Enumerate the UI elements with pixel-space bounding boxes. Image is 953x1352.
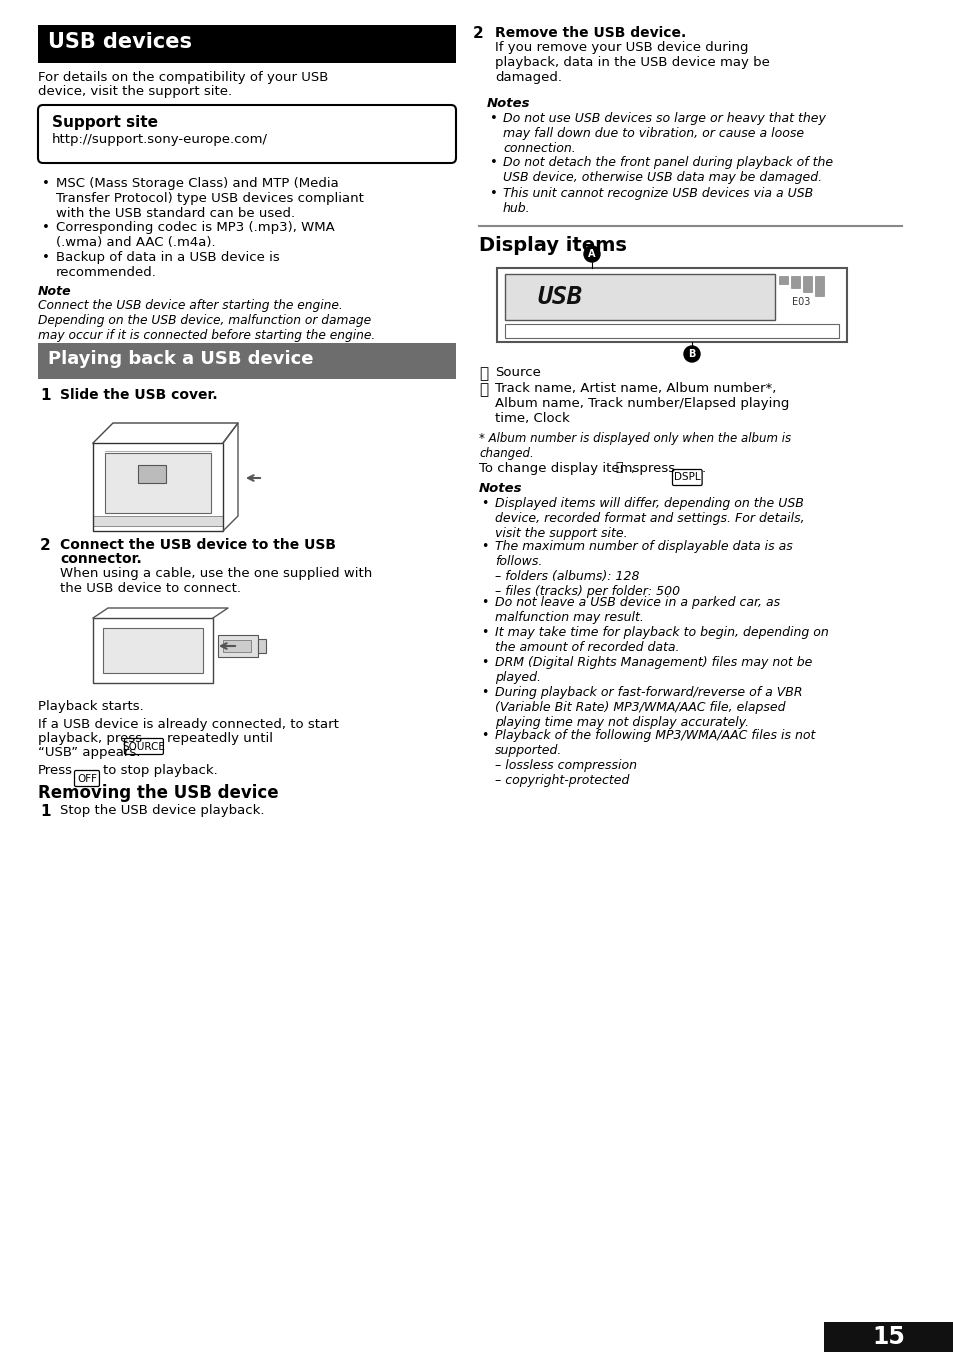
Bar bbox=[38, 343, 456, 379]
Bar bbox=[504, 274, 774, 320]
Bar bbox=[257, 639, 266, 653]
Circle shape bbox=[683, 346, 700, 362]
Bar bbox=[779, 276, 787, 284]
Text: Connect the USB device after starting the engine.
Depending on the USB device, m: Connect the USB device after starting th… bbox=[38, 299, 375, 342]
Bar bbox=[504, 324, 838, 338]
Text: Corresponding codec is MP3 (.mp3), WMA
(.wma) and AAC (.m4a).: Corresponding codec is MP3 (.mp3), WMA (… bbox=[56, 220, 335, 249]
Text: Slide the USB cover.: Slide the USB cover. bbox=[60, 388, 217, 402]
Bar bbox=[218, 635, 257, 657]
Bar bbox=[223, 639, 251, 652]
Bar bbox=[497, 268, 846, 342]
Text: •: • bbox=[480, 656, 488, 669]
Text: A: A bbox=[588, 249, 595, 260]
Text: Notes: Notes bbox=[478, 483, 522, 495]
Text: .: . bbox=[700, 462, 705, 475]
Text: Do not leave a USB device in a parked car, as
malfunction may result.: Do not leave a USB device in a parked ca… bbox=[495, 596, 780, 625]
FancyBboxPatch shape bbox=[125, 738, 163, 754]
FancyBboxPatch shape bbox=[38, 105, 456, 164]
Text: Press: Press bbox=[38, 764, 73, 777]
Text: During playback or fast-forward/reverse of a VBR
(Variable Bit Rate) MP3/WMA/AAC: During playback or fast-forward/reverse … bbox=[495, 685, 801, 729]
Text: Note: Note bbox=[38, 285, 71, 297]
FancyBboxPatch shape bbox=[74, 771, 99, 787]
Text: Ⓐ: Ⓐ bbox=[478, 366, 488, 381]
Text: Ⓑ: Ⓑ bbox=[478, 383, 488, 397]
Text: If you remove your USB device during
playback, data in the USB device may be
dam: If you remove your USB device during pla… bbox=[495, 41, 769, 84]
Text: Playback starts.: Playback starts. bbox=[38, 700, 144, 713]
Text: Notes: Notes bbox=[486, 97, 530, 110]
Text: USB devices: USB devices bbox=[48, 32, 192, 51]
Text: Support site: Support site bbox=[52, 115, 158, 130]
Text: OFF: OFF bbox=[77, 773, 97, 784]
Text: DSPL: DSPL bbox=[673, 472, 700, 483]
Bar bbox=[790, 276, 800, 288]
Text: Playing back a USB device: Playing back a USB device bbox=[48, 350, 314, 368]
Text: 15: 15 bbox=[872, 1325, 904, 1349]
Text: repeatedly until: repeatedly until bbox=[167, 731, 273, 745]
Text: •: • bbox=[489, 155, 497, 169]
Text: , press: , press bbox=[630, 462, 675, 475]
Text: 1: 1 bbox=[40, 388, 51, 403]
Text: •: • bbox=[42, 251, 50, 264]
Bar bbox=[105, 453, 211, 512]
Text: Remove the USB device.: Remove the USB device. bbox=[495, 26, 685, 41]
Text: •: • bbox=[480, 685, 488, 699]
Text: * Album number is displayed only when the album is
changed.: * Album number is displayed only when th… bbox=[478, 433, 790, 460]
Text: 2: 2 bbox=[473, 26, 483, 41]
Text: Source: Source bbox=[495, 366, 540, 379]
Text: When using a cable, use the one supplied with
the USB device to connect.: When using a cable, use the one supplied… bbox=[60, 566, 372, 595]
Text: device, visit the support site.: device, visit the support site. bbox=[38, 85, 232, 97]
Text: •: • bbox=[480, 626, 488, 639]
Text: Removing the USB device: Removing the USB device bbox=[38, 784, 278, 802]
Text: “USB” appears.: “USB” appears. bbox=[38, 746, 140, 758]
Text: •: • bbox=[480, 498, 488, 510]
Bar bbox=[802, 276, 811, 292]
Bar bbox=[92, 516, 223, 526]
FancyBboxPatch shape bbox=[672, 469, 701, 485]
Text: Stop the USB device playback.: Stop the USB device playback. bbox=[60, 804, 264, 817]
Text: Playback of the following MP3/WMA/AAC files is not
supported.
– lossless compres: Playback of the following MP3/WMA/AAC fi… bbox=[495, 729, 815, 787]
Text: •: • bbox=[480, 729, 488, 742]
Text: It may take time for playback to begin, depending on
the amount of recorded data: It may take time for playback to begin, … bbox=[495, 626, 828, 654]
Text: Display items: Display items bbox=[478, 237, 626, 256]
Text: SOURCE: SOURCE bbox=[122, 741, 165, 752]
Text: connector.: connector. bbox=[60, 552, 142, 566]
Text: DRM (Digital Rights Management) files may not be
played.: DRM (Digital Rights Management) files ma… bbox=[495, 656, 812, 684]
Bar bbox=[103, 627, 203, 673]
Text: http://support.sony-europe.com/: http://support.sony-europe.com/ bbox=[52, 132, 268, 146]
Text: •: • bbox=[42, 220, 50, 234]
Text: to stop playback.: to stop playback. bbox=[103, 764, 217, 777]
Bar bbox=[138, 465, 166, 483]
Text: Ⓑ: Ⓑ bbox=[615, 461, 622, 475]
Text: If a USB device is already connected, to start: If a USB device is already connected, to… bbox=[38, 718, 338, 731]
Bar bbox=[92, 618, 213, 683]
Text: The maximum number of displayable data is as
follows.
– folders (albums): 128
– : The maximum number of displayable data i… bbox=[495, 539, 792, 598]
Text: To change display items: To change display items bbox=[478, 462, 639, 475]
Text: B: B bbox=[688, 349, 695, 360]
Text: Backup of data in a USB device is
recommended.: Backup of data in a USB device is recomm… bbox=[56, 251, 279, 279]
Text: 1: 1 bbox=[40, 804, 51, 819]
Bar bbox=[823, 1322, 953, 1352]
Text: Displayed items will differ, depending on the USB
device, recorded format and se: Displayed items will differ, depending o… bbox=[495, 498, 803, 539]
Text: MSC (Mass Storage Class) and MTP (Media
Transfer Protocol) type USB devices comp: MSC (Mass Storage Class) and MTP (Media … bbox=[56, 177, 363, 220]
Bar bbox=[814, 276, 823, 296]
Text: Connect the USB device to the USB: Connect the USB device to the USB bbox=[60, 538, 335, 552]
Text: E03: E03 bbox=[791, 297, 809, 307]
Bar bbox=[38, 24, 456, 64]
Circle shape bbox=[583, 246, 599, 262]
Text: This unit cannot recognize USB devices via a USB
hub.: This unit cannot recognize USB devices v… bbox=[502, 187, 812, 215]
Text: For details on the compatibility of your USB: For details on the compatibility of your… bbox=[38, 72, 328, 84]
Text: •: • bbox=[480, 539, 488, 553]
Text: •: • bbox=[489, 187, 497, 200]
Text: Do not use USB devices so large or heavy that they
may fall down due to vibratio: Do not use USB devices so large or heavy… bbox=[502, 112, 825, 155]
Text: •: • bbox=[42, 177, 50, 191]
Text: playback, press: playback, press bbox=[38, 731, 142, 745]
Text: USB: USB bbox=[537, 285, 582, 310]
Text: 2: 2 bbox=[40, 538, 51, 553]
Text: Do not detach the front panel during playback of the
USB device, otherwise USB d: Do not detach the front panel during pla… bbox=[502, 155, 832, 184]
Text: •: • bbox=[480, 596, 488, 608]
Text: •: • bbox=[489, 112, 497, 124]
Text: Track name, Artist name, Album number*,
Album name, Track number/Elapsed playing: Track name, Artist name, Album number*, … bbox=[495, 383, 788, 425]
